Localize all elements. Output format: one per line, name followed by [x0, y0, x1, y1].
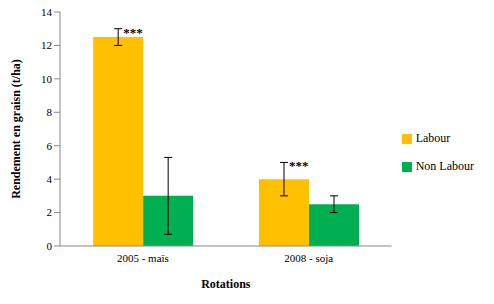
svg-text:0: 0: [47, 240, 53, 252]
svg-text:8: 8: [47, 106, 53, 118]
svg-text:6: 6: [47, 140, 53, 152]
svg-text:2005 - maïs: 2005 - maïs: [117, 252, 169, 264]
svg-text:***: ***: [289, 158, 309, 173]
svg-text:4: 4: [47, 173, 53, 185]
html-text:Labour: Labour: [415, 131, 451, 145]
svg-text:Rotations: Rotations: [201, 277, 251, 291]
svg-text:10: 10: [41, 73, 53, 85]
html-text:Non Labour: Non Labour: [415, 159, 474, 173]
svg-text:Rendement en graisn (t/ha): Rendement en graisn (t/ha): [9, 59, 23, 199]
svg-text:***: ***: [123, 25, 143, 40]
svg-text:12: 12: [41, 39, 52, 51]
svg-text:14: 14: [41, 6, 53, 18]
svg-text:2008 - soja: 2008 - soja: [284, 252, 333, 264]
svg-text:2: 2: [47, 206, 53, 218]
